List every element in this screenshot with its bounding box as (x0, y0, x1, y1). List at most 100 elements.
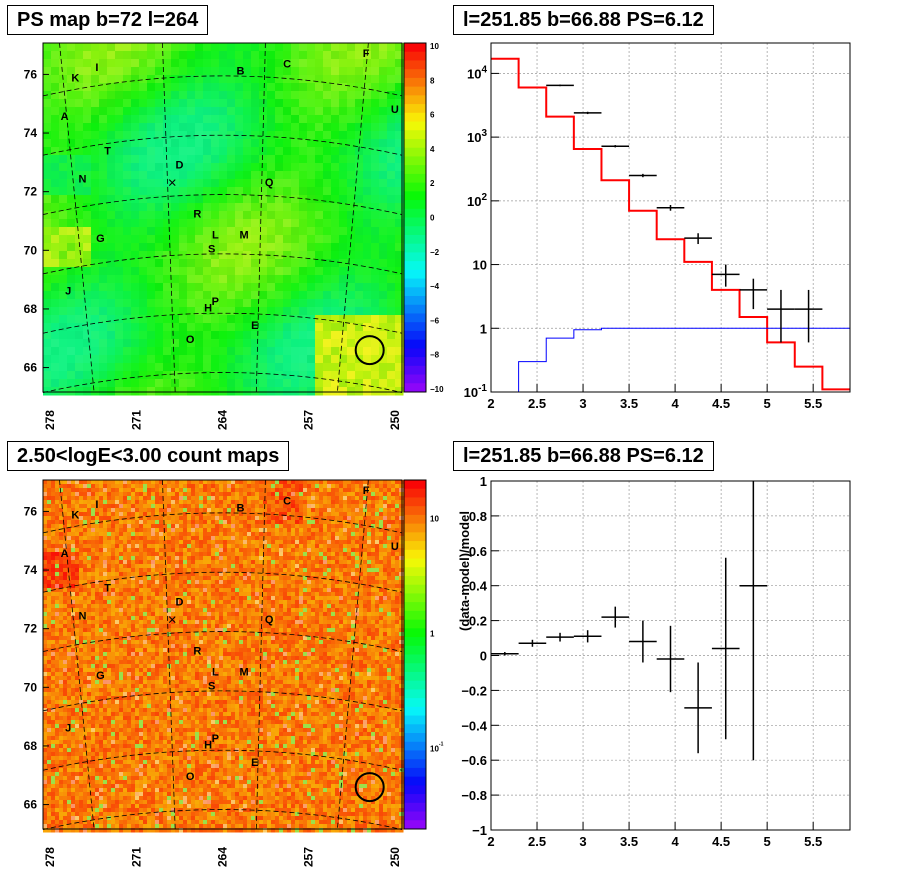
countmap-cell (163, 516, 168, 521)
countmap-cell (167, 552, 172, 557)
countmap-cell (63, 812, 68, 817)
countmap-cell (131, 744, 136, 749)
countmap-cell (63, 688, 68, 693)
countmap-cell (87, 676, 92, 681)
countmap-cell (63, 788, 68, 793)
psmap-cell (371, 139, 380, 148)
countmap-cell (139, 616, 144, 621)
countmap-cell (107, 768, 112, 773)
psmap-cell (371, 307, 380, 316)
countmap-cell (67, 720, 72, 725)
psmap-cell (195, 307, 204, 316)
psmap-cell (307, 299, 316, 308)
countmap-cell (135, 716, 140, 721)
countmap-cell (63, 692, 68, 697)
psmap-cell (155, 243, 164, 252)
countmap-cell (75, 608, 80, 613)
psmap-cell (331, 259, 340, 268)
psmap-cell (75, 331, 84, 340)
countmap-cell (167, 500, 172, 505)
countmap-cell (111, 728, 116, 733)
countmap-cell (139, 612, 144, 617)
countmap-cell (135, 780, 140, 785)
countmap-cell (67, 600, 72, 605)
countmap-cell (151, 660, 156, 665)
countmap-cell (59, 776, 64, 781)
psmap-cell (59, 291, 68, 300)
psmap-cell (187, 107, 196, 116)
psmap-cell (307, 283, 316, 292)
countmap-cell (43, 652, 48, 657)
countmap-cell (51, 508, 56, 513)
psmap-cell (171, 355, 180, 364)
countmap-cell (67, 808, 72, 813)
countmap-cell (103, 724, 108, 729)
countmap-cell (139, 592, 144, 597)
countmap-cell (123, 572, 128, 577)
countmap-cell (79, 792, 84, 797)
countmap-cell (67, 624, 72, 629)
countmap-cell (91, 772, 96, 777)
countmap-cell (123, 708, 128, 713)
countmap-cell (155, 628, 160, 633)
countmap-cell (47, 528, 52, 533)
countmap-cell (131, 496, 136, 501)
psmap-cell (99, 139, 108, 148)
countmap-cell (71, 700, 76, 705)
countmap-cell (67, 804, 72, 809)
psmap-cell (123, 187, 132, 196)
psmap-cell (227, 331, 236, 340)
psmap-cell (275, 195, 284, 204)
psmap-graticule (42, 42, 403, 393)
psmap-cell (187, 315, 196, 324)
psmap-cell (147, 259, 156, 268)
psmap-cell (67, 139, 76, 148)
psmap-cell (371, 123, 380, 132)
countmap-cell (95, 504, 100, 509)
countmap-cell (83, 664, 88, 669)
psmap-cell (195, 131, 204, 140)
countmap-cell (83, 808, 88, 813)
countmap-cell (111, 640, 116, 645)
psmap-cell (147, 43, 156, 52)
countmap-cell (155, 616, 160, 621)
psmap-cell (283, 307, 292, 316)
psmap-cell (147, 307, 156, 316)
countmap-cell (131, 556, 136, 561)
countmap-cell (131, 584, 136, 589)
psmap-cell (75, 251, 84, 260)
psmap-cell (203, 307, 212, 316)
countmap-cell (103, 556, 108, 561)
countmap-cell (119, 660, 124, 665)
countmap-cell (151, 788, 156, 793)
countmap-cell (63, 528, 68, 533)
countmap-cell (43, 480, 48, 485)
countmap-cell (59, 664, 64, 669)
psmap-cell (107, 227, 116, 236)
countmap-cell (103, 584, 108, 589)
countmap-cell (43, 728, 48, 733)
countmap-cell (63, 696, 68, 701)
psmap-cell (323, 187, 332, 196)
countmap-cell (163, 588, 168, 593)
countmap-cell (119, 788, 124, 793)
countmap-cell (91, 784, 96, 789)
psmap-cell (355, 219, 364, 228)
countmap-cell (47, 564, 52, 569)
psmap-cell (363, 43, 372, 52)
countmap-cell (75, 736, 80, 741)
countmap-cell (99, 788, 104, 793)
psmap-frame (42, 42, 403, 393)
countmap-cell (59, 544, 64, 549)
psmap-cell (75, 187, 84, 196)
psmap-cell (395, 75, 404, 84)
psmap-cell (187, 75, 196, 84)
psmap-cell (211, 219, 220, 228)
psmap-cell (195, 211, 204, 220)
countmap-cell (167, 784, 172, 789)
psmap-cell (99, 243, 108, 252)
psmap-cell (371, 115, 380, 124)
countmap-cell (107, 692, 112, 697)
countmap-cell (87, 764, 92, 769)
psmap-cell (275, 275, 284, 284)
